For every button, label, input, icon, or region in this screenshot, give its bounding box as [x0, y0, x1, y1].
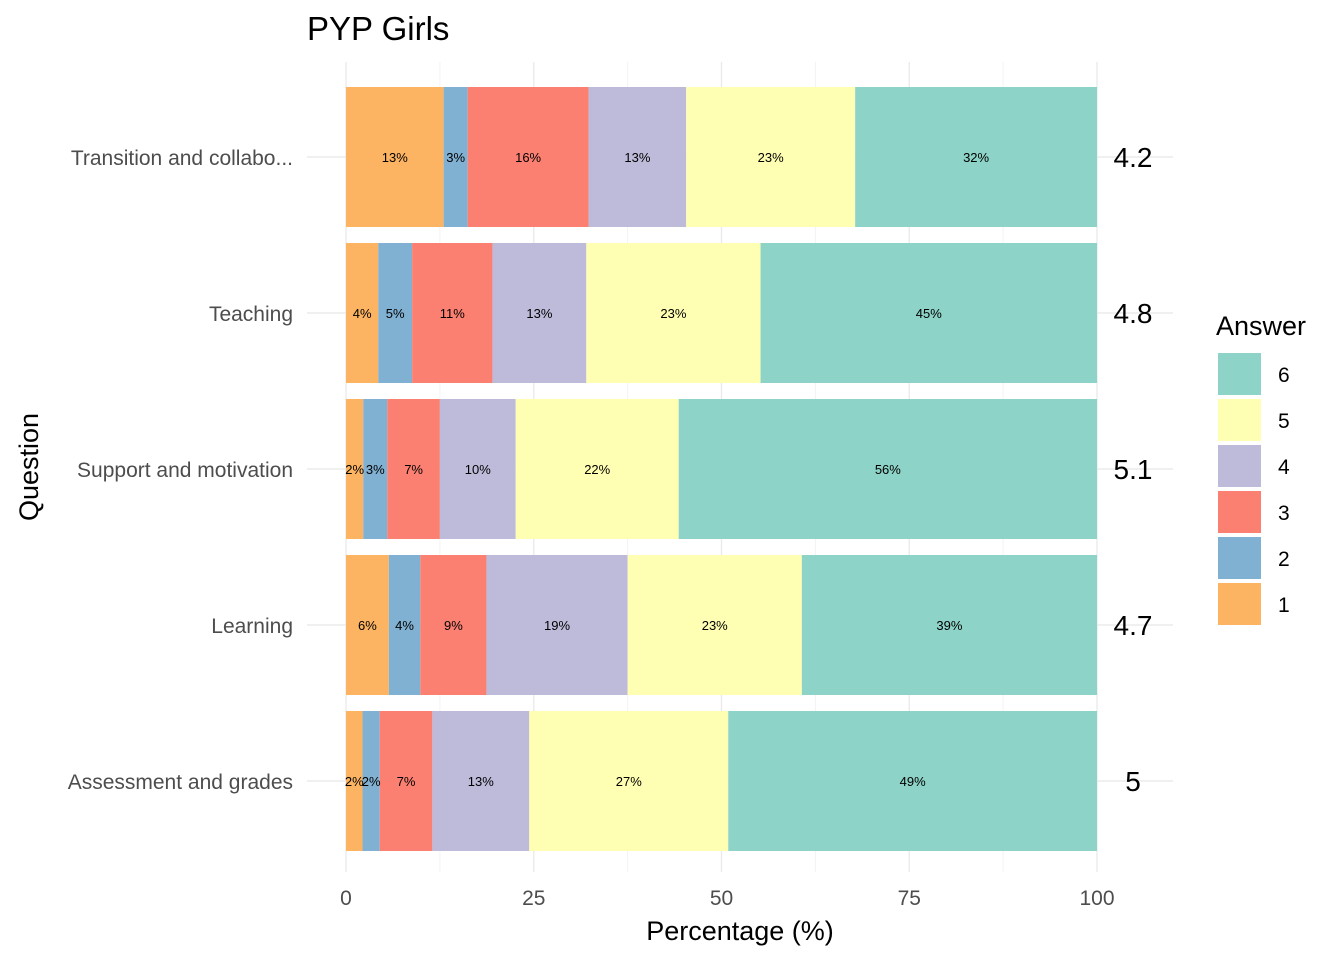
data-label: 23% [758, 150, 784, 165]
bar-segment-answer-4 [432, 711, 530, 851]
x-tick-label: 50 [710, 887, 733, 910]
y-axis-title: Question [14, 413, 44, 521]
data-label: 19% [544, 618, 570, 633]
bar-segment-answer-6 [801, 555, 1097, 695]
legend-key-answer-4 [1218, 445, 1261, 487]
bars [346, 87, 1097, 851]
bar-segment-answer-5 [529, 711, 729, 851]
legend-label: 1 [1278, 594, 1290, 617]
x-axis-title: Percentage (%) [646, 916, 834, 946]
legend-key-answer-5 [1218, 399, 1261, 441]
data-label: 39% [936, 618, 962, 633]
data-label: 7% [397, 774, 416, 789]
y-tick-label: Transition and collabo... [71, 147, 293, 170]
bar-segment-answer-6 [678, 399, 1097, 539]
x-tick-label: 0 [340, 887, 352, 910]
data-label: 16% [515, 150, 541, 165]
data-label: 13% [382, 150, 408, 165]
bar-segment-answer-3 [379, 711, 433, 851]
data-label: 49% [900, 774, 926, 789]
data-label: 4% [395, 618, 414, 633]
bar-segment-answer-6 [855, 87, 1097, 227]
data-label: 4% [353, 306, 372, 321]
legend-label: 3 [1278, 502, 1290, 525]
bar-segment-answer-5 [686, 87, 856, 227]
data-label: 13% [624, 150, 650, 165]
data-label: 7% [404, 462, 423, 477]
bar-segment-answer-1 [346, 399, 364, 539]
legend-label: 6 [1278, 364, 1290, 387]
y-tick-label: Support and motivation [77, 459, 293, 482]
data-label: 2% [362, 774, 381, 789]
bar-segment-answer-3 [467, 87, 589, 227]
bar-segment-answer-5 [627, 555, 802, 695]
x-tick-label: 25 [522, 887, 545, 910]
bar-segment-answer-3 [420, 555, 487, 695]
data-label: 11% [440, 306, 465, 321]
bar-segment-answer-3 [387, 399, 440, 539]
bar-segment-answer-2 [378, 243, 413, 383]
data-label: 27% [616, 774, 642, 789]
bar-segment-answer-1 [346, 87, 444, 227]
bar-segment-answer-2 [362, 711, 380, 851]
data-label: 22% [584, 462, 610, 477]
data-label: 3% [366, 462, 385, 477]
data-label: 32% [963, 150, 989, 165]
legend-key-answer-1 [1218, 583, 1261, 625]
data-label: 45% [916, 306, 942, 321]
y-tick-label: Teaching [209, 303, 293, 326]
legend-label: 4 [1278, 456, 1290, 479]
data-label: 13% [468, 774, 494, 789]
chart-title: PYP Girls [307, 10, 449, 47]
bar-segment-answer-2 [388, 555, 421, 695]
data-label: 10% [465, 462, 491, 477]
mean-score-label: 4.7 [1114, 610, 1153, 641]
bar-segment-answer-1 [346, 555, 389, 695]
data-label: 56% [875, 462, 901, 477]
bar-segment-answer-5 [586, 243, 761, 383]
bar-segment-answer-5 [515, 399, 679, 539]
bar-segment-answer-6 [728, 711, 1097, 851]
bar-segment-answer-6 [760, 243, 1097, 383]
x-tick-label: 75 [898, 887, 921, 910]
legend-label: 5 [1278, 410, 1290, 433]
data-labels: 13% 3% 16% 13% 23% 32% 4.2 4% 5% 11% 13% 23% 45% 4.8 2… [345, 142, 1153, 797]
bar-segment-answer-3 [412, 243, 493, 383]
mean-score-label: 4.2 [1114, 142, 1153, 173]
y-tick-label: Learning [211, 615, 293, 638]
data-label: 2% [345, 774, 364, 789]
bar-segment-answer-4 [492, 243, 587, 383]
data-label: 13% [526, 306, 552, 321]
legend-title: Answer [1216, 311, 1306, 341]
bar-segment-answer-1 [346, 711, 363, 851]
legend-key-answer-6 [1218, 353, 1261, 395]
mean-score-label: 5 [1125, 766, 1141, 797]
legend-key-answer-3 [1218, 491, 1261, 533]
data-label: 2% [345, 462, 364, 477]
legend-key-answer-2 [1218, 537, 1261, 579]
bar-segment-answer-4 [486, 555, 628, 695]
legend-label: 2 [1278, 548, 1290, 571]
mean-score-label: 4.8 [1114, 298, 1153, 329]
mean-score-label: 5.1 [1114, 454, 1153, 485]
axes: Transition and collabo... Teaching Support… [68, 147, 1115, 910]
data-label: 5% [386, 306, 405, 321]
legend: 6 5 4 3 2 1 [1218, 353, 1290, 625]
data-label: 9% [444, 618, 463, 633]
y-tick-label: Assessment and grades [68, 771, 293, 794]
bar-segment-answer-4 [439, 399, 516, 539]
bar-segment-answer-2 [363, 399, 388, 539]
bar-segment-answer-1 [346, 243, 379, 383]
data-label: 3% [446, 150, 465, 165]
data-label: 23% [660, 306, 686, 321]
bar-segment-answer-2 [443, 87, 468, 227]
bar-segment-answer-4 [588, 87, 687, 227]
data-label: 6% [358, 618, 377, 633]
data-label: 23% [702, 618, 728, 633]
x-tick-label: 100 [1079, 887, 1114, 910]
